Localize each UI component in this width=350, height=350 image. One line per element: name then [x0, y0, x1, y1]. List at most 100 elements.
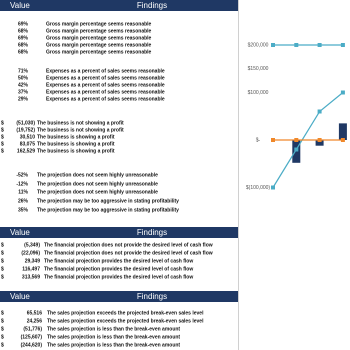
currency: $ [1, 148, 4, 154]
value: 69% [18, 35, 29, 41]
marker [271, 43, 275, 47]
header-bar [0, 291, 238, 302]
marker [294, 43, 299, 47]
finding: The sales projection is less than the br… [47, 342, 180, 348]
value: (5,349) [24, 242, 40, 248]
value: 65,516 [27, 310, 43, 316]
header-findings: Findings [137, 292, 167, 301]
bar [338, 123, 347, 140]
value: (244,620) [21, 342, 43, 348]
finding: Expenses as a percent of sales seems rea… [46, 75, 165, 81]
finding: The financial projection provides the de… [44, 258, 193, 264]
value: 11% [18, 189, 28, 195]
bar [315, 140, 324, 146]
finding: The financial projection provides the de… [44, 266, 193, 272]
value: (22,096) [21, 250, 40, 256]
marker [340, 90, 345, 95]
y-tick-label: $150,000 [248, 66, 269, 72]
finding: Gross margin percentage seems reasonable [46, 49, 152, 55]
finding: The business is showing a profit [37, 134, 115, 140]
finding: The business is showing a profit [37, 148, 115, 154]
y-tick-label: $(100,000) [246, 185, 271, 191]
currency: $ [1, 120, 4, 126]
finding: Gross margin percentage seems reasonable [46, 42, 152, 48]
currency: $ [1, 274, 4, 280]
currency: $ [1, 334, 4, 340]
header-value: Value [10, 1, 30, 10]
finding: Gross margin percentage seems reasonable [46, 35, 152, 41]
y-tick-label: $- [256, 137, 261, 143]
header-bar [0, 0, 238, 11]
value: 50% [18, 75, 29, 81]
currency: $ [1, 242, 4, 248]
finding: The business is showing a profit [37, 141, 115, 147]
value: 29% [18, 96, 29, 102]
value: (51,030) [16, 120, 35, 126]
currency: $ [1, 342, 4, 348]
value: 30,510 [20, 134, 36, 140]
finding: Gross margin percentage seems reasonable [46, 28, 152, 34]
value: (125,607) [21, 334, 43, 340]
value: -12% [16, 181, 28, 187]
value: 313,569 [22, 274, 40, 280]
finding: The projection does not seem highly unre… [37, 181, 158, 187]
finding: The projection does not seem highly unre… [37, 189, 158, 195]
value: 26% [18, 198, 29, 204]
marker [317, 138, 322, 142]
finding: The projection may be too aggressive in … [37, 207, 179, 213]
finding: The sales projection is less than the br… [47, 326, 180, 332]
value: 116,497 [22, 266, 40, 272]
line [272, 92, 344, 188]
finding: The sales projection exceeds the project… [47, 318, 204, 324]
finding: The sales projection exceeds the project… [47, 310, 204, 316]
currency: $ [1, 310, 4, 316]
value: 37% [18, 89, 29, 95]
finding: The financial projection provides the de… [44, 274, 193, 280]
value: 35% [18, 207, 29, 213]
y-tick-label: $200,000 [248, 42, 269, 48]
currency: $ [1, 326, 4, 332]
finding: The business is not showing a profit [37, 127, 124, 133]
value: 24,256 [27, 318, 43, 324]
marker [317, 109, 322, 114]
finding: The financial projection does not provid… [44, 250, 213, 256]
header-findings: Findings [137, 228, 167, 237]
value: 29,349 [25, 258, 41, 264]
marker [294, 147, 299, 152]
value: 68% [18, 42, 29, 48]
marker [317, 43, 322, 47]
currency: $ [1, 250, 4, 256]
marker [340, 43, 345, 47]
finding: The business is not showing a profit [37, 120, 124, 126]
header-value: Value [10, 292, 30, 301]
finding: Expenses as a percent of sales seems rea… [46, 82, 165, 88]
marker [340, 138, 345, 142]
value: 83,075 [20, 141, 36, 147]
value: 42% [18, 82, 29, 88]
finding: Gross margin percentage seems reasonable [46, 21, 152, 27]
value: 71% [18, 68, 29, 74]
finding: Expenses as a percent of sales seems rea… [46, 96, 165, 102]
finding: Expenses as a percent of sales seems rea… [46, 68, 165, 74]
finding: The sales projection is less than the br… [47, 334, 180, 340]
marker [294, 138, 299, 142]
header-bar [0, 227, 238, 238]
value: 68% [18, 49, 29, 55]
finding: The projection may be too aggressive in … [37, 198, 179, 204]
currency: $ [1, 141, 4, 147]
marker [271, 138, 275, 142]
currency: $ [1, 318, 4, 324]
y-tick-label: $100,000 [248, 90, 269, 96]
finding: The financial projection does not provid… [44, 242, 213, 248]
value: 162,529 [17, 148, 35, 154]
value: (51,776) [23, 326, 42, 332]
value: -52% [16, 172, 28, 178]
header-value: Value [10, 228, 30, 237]
finding: Expenses as a percent of sales seems rea… [46, 89, 165, 95]
value: (19,752) [16, 127, 35, 133]
value: 69% [18, 21, 29, 27]
header-findings: Findings [137, 1, 167, 10]
value: 68% [18, 28, 29, 34]
